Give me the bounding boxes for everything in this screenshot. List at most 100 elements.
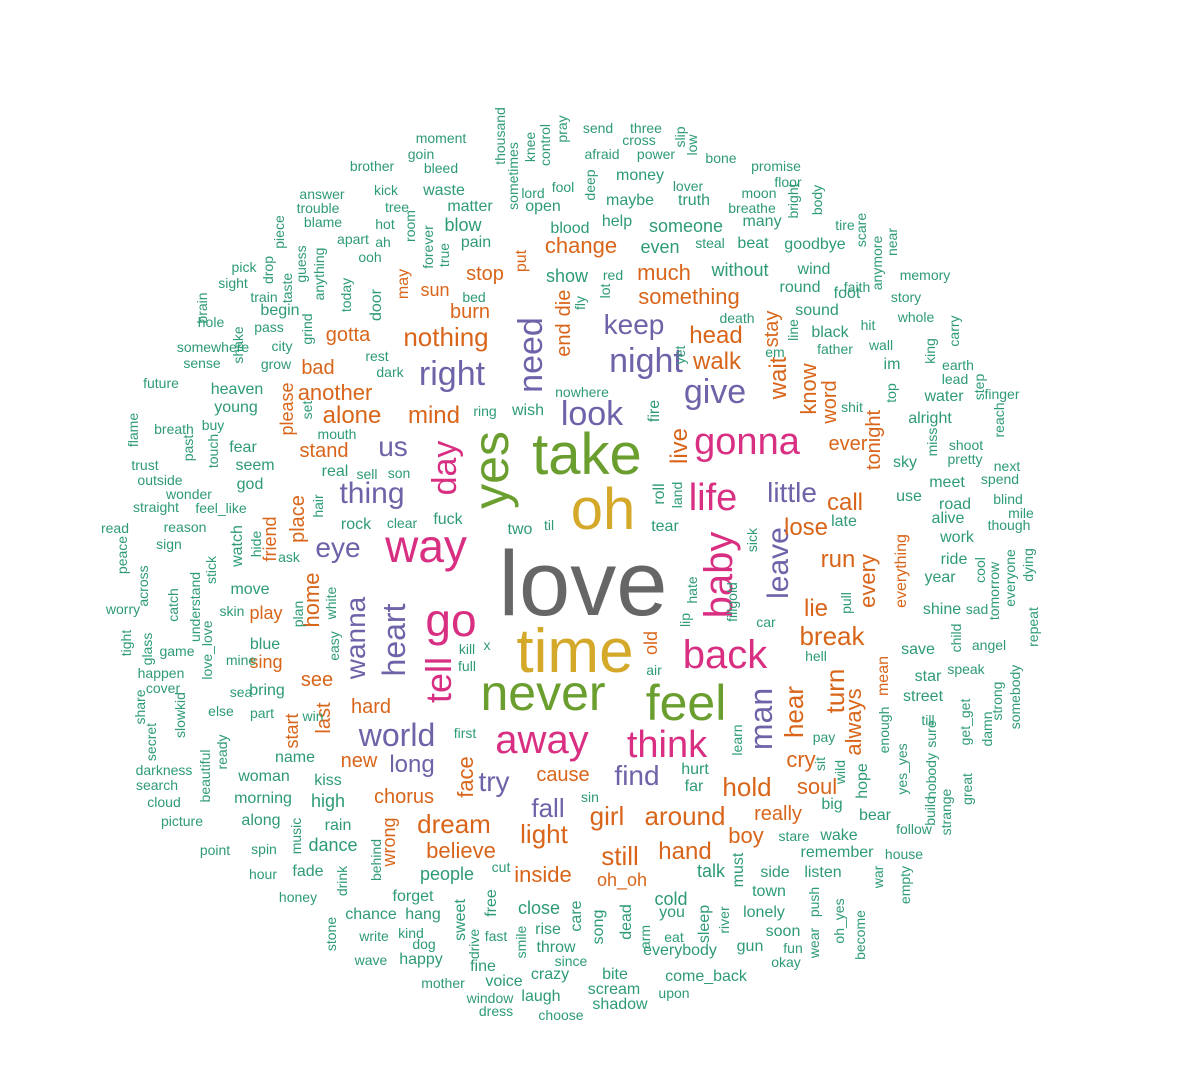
word-you: you bbox=[659, 904, 685, 921]
word-pain: pain bbox=[460, 234, 492, 251]
word-walk: walk bbox=[692, 348, 742, 375]
word-stop: stop bbox=[466, 263, 504, 285]
word-brother: brother bbox=[349, 158, 395, 174]
word-high: high bbox=[310, 791, 346, 811]
word-pretty: pretty bbox=[947, 451, 983, 467]
word-night: night bbox=[609, 342, 683, 380]
word-stone: stone bbox=[323, 916, 339, 952]
word-line: line bbox=[785, 319, 801, 341]
word-wear: wear bbox=[806, 927, 822, 959]
word-forever: forever bbox=[420, 225, 436, 269]
word-look: look bbox=[560, 395, 624, 433]
word-smile: smile bbox=[513, 925, 529, 959]
word-empty: empty bbox=[897, 865, 913, 905]
word-lead: lead bbox=[941, 371, 969, 387]
word-secret: secret bbox=[143, 722, 159, 762]
word-feel: feel bbox=[645, 675, 727, 731]
word-floor: floor bbox=[774, 174, 802, 190]
word-rock: rock bbox=[340, 516, 372, 533]
word-water: water bbox=[924, 388, 964, 405]
word-sometimes: sometimes bbox=[505, 142, 521, 210]
word-life: life bbox=[688, 477, 738, 519]
word-hell: hell bbox=[805, 648, 827, 664]
word-ah: ah bbox=[375, 234, 391, 250]
word-shoot: shoot bbox=[948, 437, 984, 453]
word-get-get: get_get bbox=[957, 698, 973, 746]
word-dream: dream bbox=[417, 809, 491, 839]
word-skin: skin bbox=[219, 603, 245, 619]
word-laugh: laugh bbox=[521, 988, 561, 1005]
word-hand: hand bbox=[658, 838, 712, 865]
word-whole: whole bbox=[897, 309, 935, 325]
word-future: future bbox=[143, 375, 179, 391]
word-end: end bbox=[553, 323, 575, 357]
word-dress: dress bbox=[478, 1003, 514, 1019]
word-sure: sure bbox=[923, 720, 939, 748]
word-fast: fast bbox=[484, 928, 508, 944]
word-set: set bbox=[299, 400, 315, 420]
word-put: put bbox=[513, 249, 530, 273]
word-eye: eye bbox=[315, 532, 361, 563]
word-pay: pay bbox=[812, 729, 836, 745]
word-war: war bbox=[870, 865, 886, 889]
word-oh-oh: oh_oh bbox=[596, 870, 648, 890]
word-king: king bbox=[922, 338, 938, 364]
word-see: see bbox=[300, 669, 334, 691]
word-near: near bbox=[884, 227, 900, 257]
word-become: become bbox=[852, 910, 868, 960]
word-straight: straight bbox=[133, 499, 179, 515]
word-tonight: tonight bbox=[863, 409, 885, 471]
word-lose: lose bbox=[783, 514, 829, 541]
word-today: today bbox=[338, 277, 354, 313]
word-seem: seem bbox=[235, 457, 275, 474]
word-bring: bring bbox=[249, 682, 285, 699]
word-soon: soon bbox=[765, 923, 801, 940]
word-tear: tear bbox=[651, 518, 679, 535]
word-bone: bone bbox=[705, 150, 737, 166]
word-share: share bbox=[132, 689, 148, 725]
word-glass: glass bbox=[139, 632, 155, 666]
word-woman: woman bbox=[238, 768, 290, 785]
word-x: x bbox=[483, 637, 491, 653]
word-run: run bbox=[820, 546, 856, 573]
word-come-back: come_back bbox=[665, 968, 747, 985]
word-picture: picture bbox=[160, 813, 204, 829]
word-learn: learn bbox=[729, 724, 745, 756]
word-live: live bbox=[666, 427, 693, 465]
word-part: part bbox=[249, 705, 275, 721]
word-blood: blood bbox=[550, 220, 590, 237]
word-feel-like: feel_like bbox=[195, 500, 247, 516]
word-door: door bbox=[368, 288, 385, 322]
word-angel: angel bbox=[971, 637, 1007, 653]
word-believe: believe bbox=[426, 838, 496, 863]
word-deep: deep bbox=[582, 169, 598, 201]
word-heart: heart bbox=[376, 603, 412, 677]
word-since: since bbox=[554, 953, 588, 969]
word-beat: beat bbox=[737, 235, 769, 252]
word-stay: stay bbox=[761, 310, 783, 348]
word-ask: ask bbox=[278, 549, 300, 565]
word-crazy: crazy bbox=[530, 966, 570, 983]
word-afraid: afraid bbox=[584, 146, 620, 162]
word-round: round bbox=[779, 279, 821, 296]
word-fun: fun bbox=[783, 940, 803, 956]
word-till: till bbox=[921, 712, 935, 728]
word-behind: behind bbox=[368, 838, 384, 882]
word-moon: moon bbox=[741, 185, 777, 201]
word-blow: blow bbox=[444, 215, 482, 235]
word-alive: alive bbox=[931, 510, 965, 527]
word-answer: answer bbox=[299, 186, 345, 202]
word-blind: blind bbox=[993, 491, 1023, 507]
word-show: show bbox=[545, 266, 589, 286]
word-past: past bbox=[180, 434, 196, 462]
word-break: break bbox=[799, 621, 865, 651]
word-carry: carry bbox=[946, 315, 962, 347]
word-yes-yes: yes_yes bbox=[894, 743, 910, 795]
word-buy: buy bbox=[201, 417, 225, 433]
word-work: work bbox=[940, 529, 974, 546]
word-damn: damn bbox=[979, 711, 995, 747]
word-town: town bbox=[752, 883, 786, 900]
word-another: another bbox=[297, 380, 373, 405]
word-find: find bbox=[614, 760, 660, 791]
